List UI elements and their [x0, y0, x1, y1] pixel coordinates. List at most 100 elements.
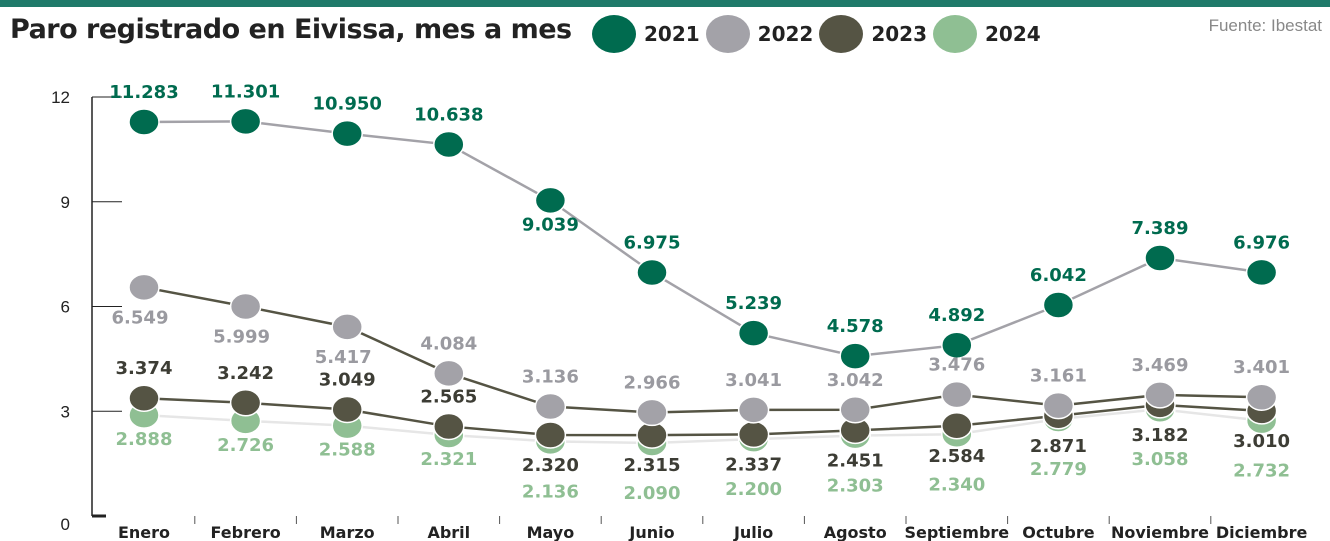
x-tick-label-noviembre: Noviembre: [1111, 523, 1209, 541]
data-label-2021-diciembre: 6.976: [1233, 232, 1290, 253]
data-label-2023-junio: 2.315: [624, 455, 681, 476]
x-tick-label-mayo: Mayo: [527, 523, 575, 541]
data-label-2023-marzo: 3.049: [319, 370, 376, 391]
legend-swatch-2022: [705, 15, 750, 53]
source-note: Fuente: Ibestat: [1208, 16, 1322, 35]
data-label-2023-agosto: 2.451: [827, 450, 884, 471]
data-label-2023-noviembre: 3.182: [1132, 425, 1189, 446]
y-tick-label-9: 9: [61, 193, 70, 212]
point-2021-febrero: [229, 107, 262, 136]
point-2023-mayo: [534, 421, 567, 449]
series-line-2024: [143, 407, 1262, 445]
point-2021-agosto: [839, 342, 871, 370]
data-label-2022-febrero: 5.999: [213, 327, 270, 348]
x-tick-label-julio: Julio: [733, 523, 773, 541]
data-label-2024-enero: 2.888: [116, 429, 173, 450]
data-label-2021-enero: 11.283: [109, 82, 178, 103]
y-tick-label-3: 3: [61, 402, 70, 421]
legend-swatch-2021: [592, 15, 636, 53]
data-label-2024-septiembre: 2.340: [928, 474, 985, 495]
data-label-2021-abril: 10.638: [414, 105, 483, 126]
point-2021-octubre: [1042, 291, 1075, 319]
x-tick-label-febrero: Febrero: [210, 523, 280, 541]
top-accent-bar: [0, 0, 1330, 7]
point-2022-noviembre: [1144, 381, 1176, 409]
data-label-2021-agosto: 4.578: [827, 316, 884, 337]
data-label-2021-marzo: 10.950: [312, 94, 381, 115]
data-label-2022-enero: 6.549: [112, 307, 169, 328]
legend-item-2024: 2024: [933, 15, 1041, 53]
point-2022-julio: [737, 396, 770, 424]
point-2021-junio: [636, 258, 668, 287]
data-label-2022-octubre: 3.161: [1030, 366, 1087, 387]
point-2022-septiembre: [941, 380, 973, 409]
data-label-2022-julio: 3.041: [725, 370, 782, 391]
point-2021-septiembre: [941, 331, 973, 359]
data-label-2022-noviembre: 3.469: [1132, 355, 1189, 376]
x-tick-label-enero: Enero: [118, 523, 170, 541]
data-label-2024-junio: 2.090: [624, 483, 681, 504]
x-tick-label-abril: Abril: [427, 523, 470, 541]
point-2021-marzo: [331, 119, 363, 148]
chart-title: Paro registrado en Eivissa, mes a mes: [10, 14, 572, 45]
data-label-2023-septiembre: 2.584: [928, 446, 985, 467]
point-2022-diciembre: [1245, 383, 1278, 411]
point-2022-marzo: [331, 313, 363, 341]
data-label-2022-junio: 2.966: [624, 372, 681, 393]
data-label-2024-julio: 2.200: [725, 479, 782, 500]
x-tick-label-diciembre: Diciembre: [1216, 523, 1308, 541]
point-2021-julio: [737, 319, 770, 347]
x-tick-label-agosto: Agosto: [824, 523, 887, 541]
point-2023-enero: [128, 384, 160, 412]
data-label-2024-abril: 2.321: [420, 449, 477, 470]
data-label-2024-agosto: 2.303: [827, 476, 884, 497]
data-label-2022-agosto: 3.042: [827, 370, 884, 391]
data-label-2022-mayo: 3.136: [522, 367, 579, 388]
point-2022-febrero: [229, 292, 262, 321]
data-label-2022-abril: 4.084: [420, 333, 477, 354]
legend-item-2023: 2023: [819, 15, 927, 53]
point-2021-mayo: [534, 186, 567, 215]
point-2023-febrero: [229, 389, 262, 417]
data-label-2023-octubre: 2.871: [1030, 436, 1087, 457]
data-label-2023-diciembre: 3.010: [1233, 431, 1290, 452]
point-2021-enero: [128, 108, 160, 136]
data-label-2023-julio: 2.337: [725, 454, 782, 475]
legend-label-2022: 2022: [757, 22, 814, 46]
data-label-2021-mayo: 9.039: [522, 214, 579, 235]
x-tick-label-junio: Junio: [628, 523, 674, 541]
legend-swatch-2023: [819, 15, 864, 53]
data-label-2022-septiembre: 3.476: [928, 355, 985, 376]
point-2021-diciembre: [1245, 258, 1278, 287]
data-label-2023-abril: 2.565: [420, 386, 477, 407]
data-label-2021-septiembre: 4.892: [928, 305, 985, 326]
point-2022-abril: [433, 359, 465, 388]
data-label-2021-julio: 5.239: [725, 293, 782, 314]
point-2021-noviembre: [1144, 244, 1176, 272]
point-2022-junio: [636, 398, 668, 427]
y-tick-label-0: 0: [61, 515, 70, 534]
point-2023-abril: [433, 412, 465, 441]
point-2021-abril: [433, 130, 465, 159]
data-label-2023-mayo: 2.320: [522, 455, 579, 476]
point-2023-julio: [737, 420, 770, 449]
series-line-2021: [143, 120, 1262, 358]
data-label-2024-febrero: 2.726: [217, 435, 274, 456]
point-2022-octubre: [1042, 391, 1075, 420]
series-line-2022: [143, 286, 1262, 414]
data-label-2021-noviembre: 7.389: [1132, 218, 1189, 239]
data-label-2024-marzo: 2.588: [319, 440, 376, 461]
data-label-2023-enero: 3.374: [116, 358, 173, 379]
data-label-2021-octubre: 6.042: [1030, 265, 1087, 286]
y-tick-label-12: 12: [51, 88, 70, 107]
point-2023-septiembre: [941, 412, 973, 440]
data-label-2024-mayo: 2.136: [522, 481, 579, 502]
x-tick-label-septiembre: Septiembre: [904, 523, 1009, 541]
data-label-2024-noviembre: 3.058: [1132, 449, 1189, 470]
series-line-2023: [143, 396, 1262, 437]
legend-label-2023: 2023: [871, 22, 928, 46]
x-tick-label-octubre: Octubre: [1022, 523, 1094, 541]
point-2022-mayo: [534, 392, 567, 421]
point-2022-enero: [128, 273, 160, 302]
